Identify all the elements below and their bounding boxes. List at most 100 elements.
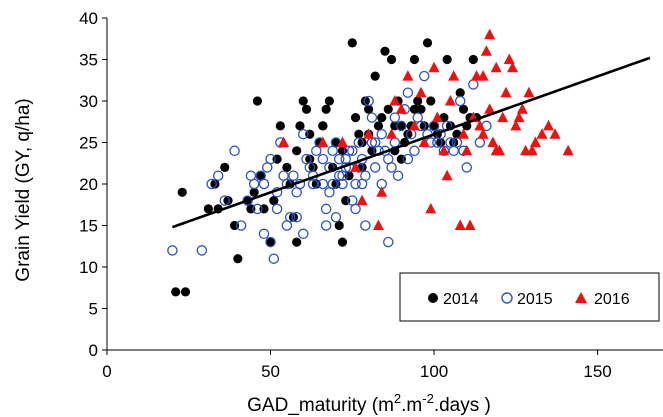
x-tick-label: 150 <box>583 362 611 381</box>
y-tick-label: 40 <box>79 9 98 28</box>
legend: 2014 2015 2016 <box>399 272 660 322</box>
data-point-2015 <box>402 87 414 98</box>
data-point-2014 <box>422 38 433 48</box>
data-point-2014 <box>458 104 469 114</box>
data-point-2014 <box>282 162 292 172</box>
data-point-2014 <box>265 237 276 247</box>
data-point-2016 <box>497 111 509 123</box>
data-point-2014 <box>396 121 406 131</box>
data-point-2014 <box>403 129 413 139</box>
data-point-2014 <box>419 121 429 131</box>
data-point-2015 <box>366 112 378 123</box>
data-point-2014 <box>252 96 263 106</box>
legend-marker-2014 <box>428 293 438 303</box>
data-point-2015 <box>451 137 463 148</box>
data-point-2016 <box>477 128 489 139</box>
data-point-2016 <box>372 219 384 230</box>
data-point-2015 <box>418 70 430 82</box>
data-point-2014 <box>292 237 302 247</box>
x-tick-label: 0 <box>102 362 111 381</box>
data-point-2016 <box>549 128 561 139</box>
data-point-2016 <box>438 144 450 156</box>
data-point-2016 <box>516 103 528 114</box>
data-point-2014 <box>171 287 181 297</box>
data-point-2015 <box>288 170 299 181</box>
data-point-2014 <box>357 137 367 148</box>
data-point-2014 <box>386 54 397 65</box>
data-point-2016 <box>477 70 489 81</box>
data-point-2015 <box>252 203 263 215</box>
x-ticks: 0 50 100 150 <box>102 350 612 381</box>
data-point-2015 <box>212 170 224 181</box>
data-point-2014 <box>354 129 364 139</box>
data-point-2016 <box>490 61 502 73</box>
data-point-2014 <box>360 96 370 106</box>
y-tick-label: 15 <box>79 217 98 236</box>
data-point-2015 <box>350 203 361 215</box>
data-point-2015 <box>265 153 276 165</box>
data-point-2014 <box>308 162 318 172</box>
data-point-2016 <box>510 119 522 131</box>
data-point-2014 <box>256 171 266 181</box>
data-point-2016 <box>350 161 362 172</box>
data-point-2015 <box>369 162 381 173</box>
data-point-2014 <box>233 254 243 264</box>
legend-box <box>399 272 660 322</box>
data-point-2014 <box>347 38 357 48</box>
trendline <box>171 56 651 229</box>
data-point-2015 <box>402 153 414 165</box>
data-point-2016 <box>500 86 512 98</box>
data-point-2014 <box>318 121 328 131</box>
data-point-2015 <box>474 137 486 148</box>
data-point-2014 <box>337 237 348 247</box>
data-point-2014 <box>288 212 299 222</box>
legend-marker-2015 <box>501 292 513 304</box>
data-point-2015 <box>196 245 208 256</box>
data-point-2015 <box>392 170 404 181</box>
data-point-2016 <box>418 136 430 147</box>
y-tick-label: 5 <box>89 300 98 319</box>
data-point-2015 <box>219 195 230 206</box>
data-point-2014 <box>321 104 331 114</box>
data-point-2016 <box>474 119 486 131</box>
y-tick-label: 0 <box>89 341 98 360</box>
data-point-2015 <box>235 220 247 231</box>
y-tick-label: 30 <box>79 92 98 111</box>
data-point-2016 <box>389 95 401 106</box>
y-tick-label: 25 <box>79 134 98 153</box>
data-point-2016 <box>507 61 519 73</box>
data-point-2016 <box>444 95 456 106</box>
data-point-2016 <box>386 128 398 139</box>
data-points <box>167 28 574 297</box>
y-tick-label: 20 <box>79 175 98 194</box>
data-point-2016 <box>363 128 375 139</box>
data-point-2015 <box>258 178 270 190</box>
data-point-2016 <box>484 103 496 114</box>
data-point-2014 <box>203 204 213 214</box>
data-point-2015 <box>389 137 401 148</box>
legend-label-2015: 2015 <box>517 291 553 308</box>
data-point-2016 <box>425 202 437 214</box>
data-point-2016 <box>402 70 414 81</box>
data-point-2015 <box>291 211 302 223</box>
data-point-2016 <box>408 119 420 131</box>
data-point-2016 <box>484 28 496 40</box>
data-point-2016 <box>487 136 499 147</box>
data-point-2014 <box>409 104 420 114</box>
data-point-2014 <box>298 96 308 106</box>
data-point-2016 <box>278 136 290 147</box>
data-point-2014 <box>436 137 446 148</box>
data-point-2015 <box>229 145 240 157</box>
data-point-2015 <box>347 145 358 157</box>
data-point-2014 <box>380 46 390 56</box>
data-point-2014 <box>409 54 420 65</box>
x-axis-title: GAD_maturity (m2.m-2.days ) <box>247 391 491 416</box>
data-point-2014 <box>301 104 312 114</box>
data-point-2016 <box>317 136 329 147</box>
data-point-2016 <box>448 70 460 81</box>
data-point-2014 <box>269 196 279 206</box>
data-point-2016 <box>336 136 348 147</box>
data-point-2016 <box>543 119 555 131</box>
data-point-2015 <box>396 120 407 132</box>
data-point-2014 <box>455 88 465 98</box>
